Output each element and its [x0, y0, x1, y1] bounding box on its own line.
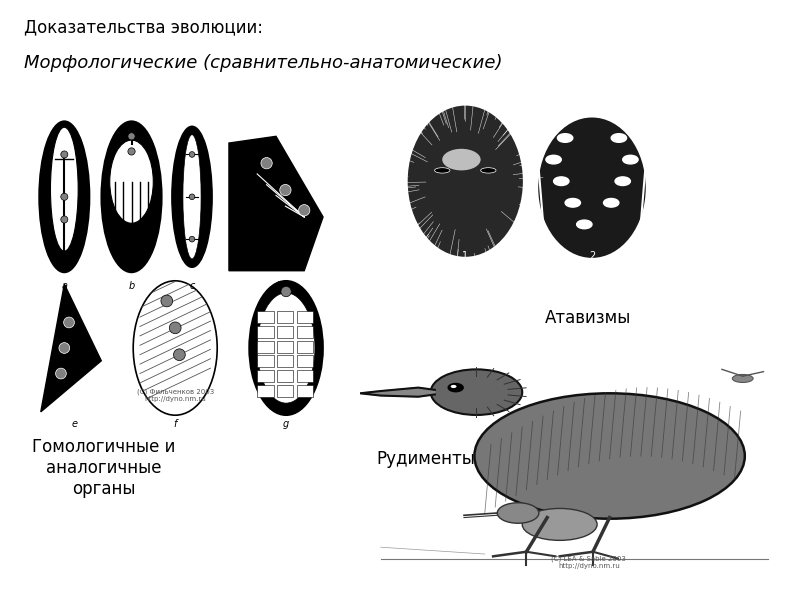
Circle shape	[622, 155, 638, 164]
Text: c: c	[190, 281, 194, 291]
Text: f: f	[174, 419, 177, 428]
Ellipse shape	[110, 140, 154, 223]
Circle shape	[189, 194, 195, 200]
Text: (C) LEA & Sable 2003
http://dyno.nm.ru: (C) LEA & Sable 2003 http://dyno.nm.ru	[551, 556, 626, 569]
Circle shape	[170, 322, 181, 334]
Ellipse shape	[732, 374, 753, 382]
Circle shape	[174, 349, 186, 361]
Text: Гомологичные и
аналогичные
органы: Гомологичные и аналогичные органы	[32, 438, 176, 497]
Text: a: a	[62, 281, 67, 291]
Circle shape	[281, 286, 291, 297]
Bar	[297, 341, 314, 353]
Circle shape	[189, 236, 195, 242]
Ellipse shape	[39, 121, 90, 272]
Circle shape	[161, 295, 173, 307]
Text: 3: 3	[712, 251, 718, 261]
Circle shape	[450, 385, 457, 388]
Bar	[297, 370, 314, 382]
Ellipse shape	[172, 126, 212, 268]
Bar	[258, 385, 274, 397]
Circle shape	[298, 205, 310, 216]
Ellipse shape	[249, 281, 323, 415]
Text: b: b	[128, 281, 134, 291]
Circle shape	[128, 148, 135, 155]
Bar	[258, 326, 274, 338]
Bar	[258, 311, 274, 323]
Bar	[278, 311, 294, 323]
Circle shape	[723, 149, 737, 157]
Circle shape	[61, 193, 68, 200]
Polygon shape	[360, 388, 435, 397]
Circle shape	[442, 149, 481, 170]
Bar	[258, 341, 274, 353]
Text: (C) Фильченков 2003
http://dyno.nm.ru: (C) Фильченков 2003 http://dyno.nm.ru	[137, 388, 214, 402]
Bar	[278, 341, 294, 353]
Ellipse shape	[102, 121, 162, 272]
Circle shape	[603, 199, 619, 207]
Bar	[278, 370, 294, 382]
Circle shape	[280, 184, 291, 196]
Bar	[258, 370, 274, 382]
Circle shape	[448, 383, 463, 392]
Circle shape	[611, 134, 626, 142]
Ellipse shape	[481, 167, 496, 173]
Circle shape	[577, 220, 592, 229]
Text: e: e	[71, 419, 78, 428]
Circle shape	[61, 151, 68, 158]
Ellipse shape	[434, 167, 450, 173]
Circle shape	[615, 177, 630, 185]
Circle shape	[55, 368, 66, 379]
Ellipse shape	[408, 106, 523, 257]
Circle shape	[554, 177, 569, 185]
Bar	[297, 326, 314, 338]
Bar	[278, 326, 294, 338]
Text: Рудименты: Рудименты	[376, 450, 475, 468]
Bar	[278, 385, 294, 397]
Circle shape	[59, 343, 70, 353]
Bar	[297, 355, 314, 367]
Bar	[258, 355, 274, 367]
Circle shape	[61, 216, 68, 223]
Text: Доказательства эволюции:: Доказательства эволюции:	[24, 18, 263, 36]
Circle shape	[64, 317, 74, 328]
Text: Атавизмы: Атавизмы	[545, 309, 631, 327]
Text: g: g	[283, 419, 290, 428]
Ellipse shape	[538, 118, 646, 258]
Text: d: d	[273, 281, 279, 291]
Circle shape	[546, 155, 562, 164]
Circle shape	[558, 134, 573, 142]
Ellipse shape	[133, 281, 218, 415]
Ellipse shape	[522, 508, 597, 541]
Ellipse shape	[498, 503, 539, 523]
Ellipse shape	[474, 394, 745, 518]
Text: 1: 1	[462, 251, 468, 261]
Bar	[297, 385, 314, 397]
Ellipse shape	[183, 135, 201, 259]
Bar	[278, 355, 294, 367]
Circle shape	[189, 152, 195, 157]
Circle shape	[565, 199, 581, 207]
Circle shape	[696, 92, 734, 114]
Ellipse shape	[430, 370, 522, 415]
Text: Морфологические (сравнительно-анатомические): Морфологические (сравнительно-анатомичес…	[24, 54, 502, 72]
Ellipse shape	[50, 127, 78, 251]
Circle shape	[693, 149, 706, 157]
Circle shape	[261, 158, 272, 169]
Ellipse shape	[258, 293, 315, 403]
Polygon shape	[41, 284, 102, 412]
Bar	[297, 311, 314, 323]
Polygon shape	[229, 136, 323, 271]
Text: 2: 2	[589, 251, 595, 261]
Circle shape	[128, 133, 135, 140]
